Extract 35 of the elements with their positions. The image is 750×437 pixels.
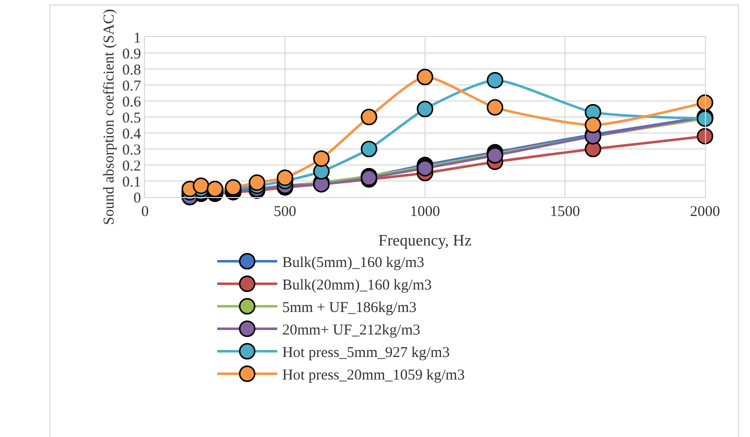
y-tick-label: 0.3 (122, 142, 141, 158)
legend-label: 5mm + UF_186kg/m3 (282, 300, 417, 316)
y-tick-label: 0 (134, 190, 141, 206)
legend-label: Hot press_20mm_1059 kg/m3 (282, 368, 465, 384)
point (360, 140, 378, 158)
point (360, 108, 378, 126)
y-tick-label: 0.5 (122, 110, 141, 126)
point (486, 72, 504, 88)
y-tick-label: 0.9 (122, 46, 141, 62)
y-tick-label: 0.6 (122, 94, 142, 110)
legend-label: 20mm+ UF_212kg/m3 (282, 322, 420, 339)
point (276, 170, 294, 186)
x-tick-label: 500 (274, 204, 296, 220)
y-tick-label: 0.7 (122, 78, 142, 94)
point (416, 100, 434, 118)
y-tick-label: 0.2 (122, 158, 141, 174)
legend-label: Bulk(5mm)_160 kg/m3 (282, 255, 424, 272)
y-tick-label: 1 (134, 30, 141, 46)
point (313, 150, 330, 167)
x-tick-label: 1000 (410, 204, 440, 220)
y-tick-label: 0.4 (122, 126, 142, 142)
point (416, 68, 434, 86)
legend-label: Bulk(20mm)_160 kg/m3 (282, 278, 432, 294)
point (486, 99, 504, 116)
y-tick-label: 0.8 (122, 62, 141, 78)
point (696, 128, 714, 144)
point (696, 94, 714, 111)
point (248, 174, 266, 191)
legend-label: Hot press_5mm_927 kg/m3 (282, 345, 450, 362)
y-axis-title: Sound absorption coefficient (SAC) (102, 9, 118, 225)
x-tick-label: 1500 (550, 204, 580, 220)
x-tick-label: 2000 (690, 204, 720, 220)
y-tick-label: 0.1 (122, 174, 141, 190)
point (584, 116, 602, 134)
x-axis-title: Frequency, Hz (378, 232, 472, 250)
